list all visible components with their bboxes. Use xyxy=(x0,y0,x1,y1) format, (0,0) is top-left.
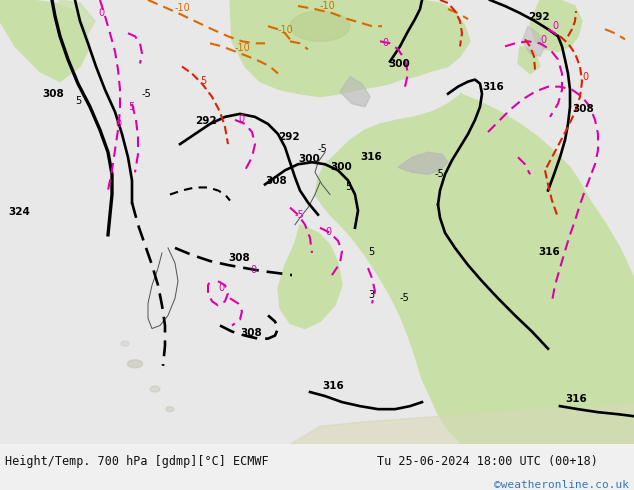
Text: -5: -5 xyxy=(400,294,410,303)
Text: -10: -10 xyxy=(235,44,251,53)
Text: 0: 0 xyxy=(98,8,104,18)
Polygon shape xyxy=(315,94,634,444)
Text: 308: 308 xyxy=(265,176,287,186)
Text: 300: 300 xyxy=(298,154,320,164)
Text: 0: 0 xyxy=(250,265,256,275)
Text: 0: 0 xyxy=(552,21,558,31)
Text: 5: 5 xyxy=(75,96,81,106)
Text: 308: 308 xyxy=(42,89,64,99)
Text: 0: 0 xyxy=(582,72,588,82)
Ellipse shape xyxy=(121,341,129,346)
Ellipse shape xyxy=(290,11,350,41)
Text: 316: 316 xyxy=(360,152,382,162)
Text: -10: -10 xyxy=(320,1,336,11)
Text: 316: 316 xyxy=(322,381,344,391)
Text: 316: 316 xyxy=(538,247,560,257)
Polygon shape xyxy=(55,0,95,33)
Text: -5: -5 xyxy=(295,210,305,220)
Text: Tu 25-06-2024 18:00 UTC (00+18): Tu 25-06-2024 18:00 UTC (00+18) xyxy=(377,455,598,468)
Text: 5: 5 xyxy=(345,182,351,193)
Text: -10: -10 xyxy=(278,25,294,35)
Text: -5: -5 xyxy=(142,89,152,99)
Polygon shape xyxy=(0,0,90,82)
Polygon shape xyxy=(398,152,448,174)
Text: 0: 0 xyxy=(218,283,224,293)
Text: 316: 316 xyxy=(565,394,586,404)
Ellipse shape xyxy=(150,386,160,392)
Text: 292: 292 xyxy=(195,116,217,126)
Text: 292: 292 xyxy=(528,12,550,22)
Polygon shape xyxy=(522,26,545,56)
Text: 5: 5 xyxy=(200,75,206,86)
Text: 316: 316 xyxy=(482,82,504,92)
Polygon shape xyxy=(278,225,342,328)
Text: 324: 324 xyxy=(8,207,30,217)
Text: 5: 5 xyxy=(368,247,374,257)
Text: 308: 308 xyxy=(240,328,262,338)
Text: 300: 300 xyxy=(388,58,410,69)
Text: 0: 0 xyxy=(382,38,388,49)
Text: 308: 308 xyxy=(228,253,250,263)
Ellipse shape xyxy=(127,360,143,368)
Text: 0: 0 xyxy=(115,119,121,129)
Polygon shape xyxy=(518,47,540,74)
Polygon shape xyxy=(290,404,634,444)
Text: ©weatheronline.co.uk: ©weatheronline.co.uk xyxy=(494,480,629,490)
Text: 0: 0 xyxy=(238,114,244,124)
Polygon shape xyxy=(530,0,582,51)
Text: 3: 3 xyxy=(368,290,374,300)
Text: -5: -5 xyxy=(435,170,444,179)
Polygon shape xyxy=(230,0,470,97)
Text: 308: 308 xyxy=(572,104,594,114)
Text: 0: 0 xyxy=(325,227,331,237)
Text: -5: -5 xyxy=(318,144,328,154)
Text: 300: 300 xyxy=(330,162,352,172)
Text: -10: -10 xyxy=(175,3,191,13)
Text: 5: 5 xyxy=(128,102,134,112)
Text: 292: 292 xyxy=(278,132,300,142)
Ellipse shape xyxy=(166,407,174,412)
Text: 0: 0 xyxy=(540,35,546,46)
Text: Height/Temp. 700 hPa [gdmp][°C] ECMWF: Height/Temp. 700 hPa [gdmp][°C] ECMWF xyxy=(5,455,269,468)
Polygon shape xyxy=(340,76,370,107)
